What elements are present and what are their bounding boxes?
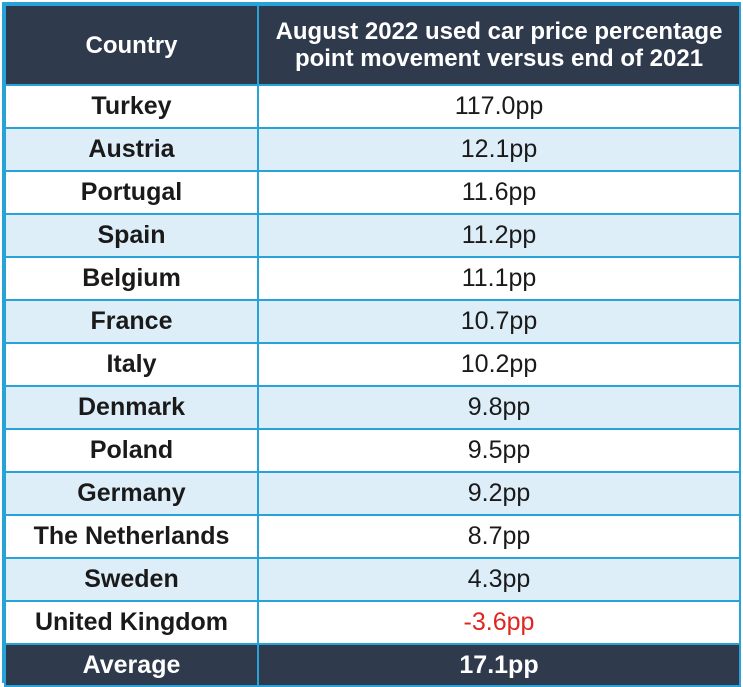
table-row: Germany 9.2pp xyxy=(4,471,741,516)
movement-value-cell: 117.0pp xyxy=(257,84,741,129)
country-cell: Denmark xyxy=(4,385,259,430)
movement-value-cell: -3.6pp xyxy=(257,600,741,645)
average-value: 17.1pp xyxy=(257,643,741,687)
table-row: Turkey 117.0pp xyxy=(4,84,741,129)
table-row: Italy 10.2pp xyxy=(4,342,741,387)
country-cell: Turkey xyxy=(4,84,259,129)
header-movement: August 2022 used car price percentage po… xyxy=(257,4,741,86)
table-row: France 10.7pp xyxy=(4,299,741,344)
movement-value-cell: 12.1pp xyxy=(257,127,741,172)
header-country: Country xyxy=(4,4,259,86)
table-header-row: Country August 2022 used car price perce… xyxy=(4,4,741,86)
country-cell: Portugal xyxy=(4,170,259,215)
movement-value-cell: 9.5pp xyxy=(257,428,741,473)
used-car-price-table: Country August 2022 used car price perce… xyxy=(4,4,741,687)
movement-value-cell: 11.1pp xyxy=(257,256,741,301)
country-cell: France xyxy=(4,299,259,344)
movement-value-cell: 4.3pp xyxy=(257,557,741,602)
table-row: The Netherlands 8.7pp xyxy=(4,514,741,559)
table-row: Denmark 9.8pp xyxy=(4,385,741,430)
average-row: Average 17.1pp xyxy=(4,643,741,687)
country-cell: Spain xyxy=(4,213,259,258)
table-row: United Kingdom -3.6pp xyxy=(4,600,741,645)
country-cell: Germany xyxy=(4,471,259,516)
table-row: Belgium 11.1pp xyxy=(4,256,741,301)
country-cell: Italy xyxy=(4,342,259,387)
country-cell: Belgium xyxy=(4,256,259,301)
table-row: Sweden 4.3pp xyxy=(4,557,741,602)
country-cell: Poland xyxy=(4,428,259,473)
table-row: Austria 12.1pp xyxy=(4,127,741,172)
movement-value-cell: 11.2pp xyxy=(257,213,741,258)
movement-value-cell: 9.2pp xyxy=(257,471,741,516)
country-cell: Sweden xyxy=(4,557,259,602)
table-row: Poland 9.5pp xyxy=(4,428,741,473)
country-cell: Austria xyxy=(4,127,259,172)
table-row: Spain 11.2pp xyxy=(4,213,741,258)
movement-value-cell: 10.7pp xyxy=(257,299,741,344)
country-cell: United Kingdom xyxy=(4,600,259,645)
movement-value-cell: 8.7pp xyxy=(257,514,741,559)
movement-value-cell: 11.6pp xyxy=(257,170,741,215)
average-label: Average xyxy=(4,643,259,687)
movement-value-cell: 10.2pp xyxy=(257,342,741,387)
country-cell: The Netherlands xyxy=(4,514,259,559)
table-row: Portugal 11.6pp xyxy=(4,170,741,215)
movement-value-cell: 9.8pp xyxy=(257,385,741,430)
